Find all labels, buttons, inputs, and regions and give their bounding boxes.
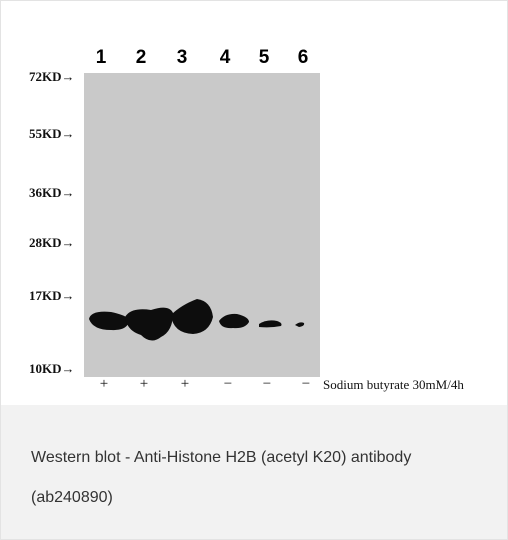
treatment-sign: − [224,376,232,393]
lane-number: 6 [298,47,309,69]
marker-label: 17KD→ [29,288,75,304]
lane-number: 4 [220,47,231,69]
treatment-label: Sodium butyrate 30mM/4h [323,377,464,393]
marker-label: 28KD→ [29,235,75,251]
treatment-sign: + [140,376,148,393]
result-card: 1 2 3 4 5 6 72KD→ 55KD→ 36KD→ 28KD→ 17KD→ 10KD→ + + + −… [0,0,508,540]
marker-label: 72KD→ [29,69,75,85]
lane-number: 1 [96,47,107,69]
treatment-sign: + [181,376,189,393]
blot-figure: 1 2 3 4 5 6 72KD→ 55KD→ 36KD→ 28KD→ 17KD→ 10KD→ + + + −… [1,1,507,405]
caption-text: Western blot - Anti-Histone H2B (acetyl … [31,438,451,518]
treatment-sign: − [302,376,310,393]
marker-label: 55KD→ [29,126,75,142]
lane-number: 5 [259,47,270,69]
lane-number: 3 [177,47,188,69]
caption-box: Western blot - Anti-Histone H2B (acetyl … [1,405,507,539]
treatment-sign: + [100,376,108,393]
marker-label: 36KD→ [29,185,75,201]
marker-label: 10KD→ [29,361,75,377]
blot-image [1,1,507,405]
treatment-sign: − [263,376,271,393]
lane-number: 2 [136,47,147,69]
